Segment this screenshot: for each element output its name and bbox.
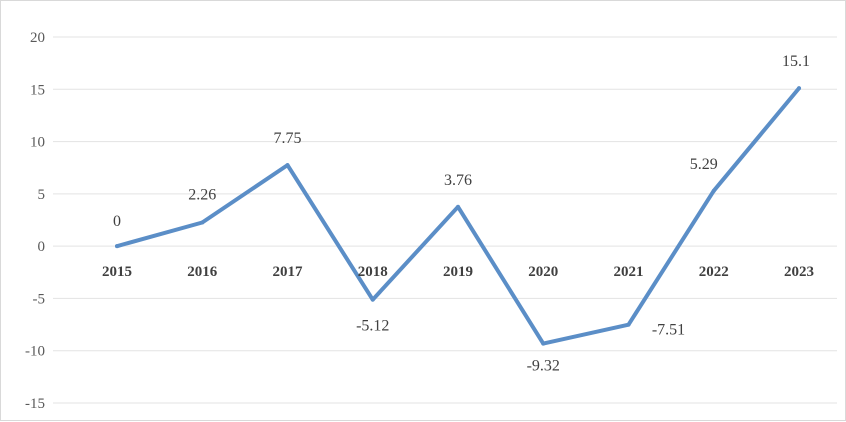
y-tick-label: 10 — [30, 135, 45, 151]
data-label: -5.12 — [356, 318, 389, 335]
x-tick-label: 2021 — [614, 264, 644, 280]
data-labels: 0 2.26 7.75 -5.12 3.76 -9.32 -7.51 5.29 15.1 — [113, 53, 810, 374]
x-tick-label: 2016 — [187, 264, 218, 280]
data-point — [797, 86, 801, 91]
x-tick-label: 2022 — [699, 264, 729, 280]
data-point — [541, 341, 546, 346]
y-axis-tick-labels: 20 15 10 5 0 -5 -10 -15 — [25, 30, 45, 412]
x-tick-label: 2020 — [528, 264, 558, 280]
data-label: 15.1 — [782, 53, 810, 70]
data-label: 3.76 — [444, 172, 472, 189]
data-point — [285, 163, 290, 168]
x-tick-label: 2017 — [273, 264, 304, 280]
series-line — [115, 86, 801, 346]
data-point — [115, 244, 119, 249]
x-tick-label: 2018 — [358, 264, 388, 280]
data-label: 5.29 — [690, 156, 718, 173]
y-tick-label: -15 — [25, 396, 45, 412]
data-point — [370, 297, 375, 302]
x-tick-label: 2015 — [102, 264, 132, 280]
y-tick-label: 15 — [30, 82, 45, 98]
data-point — [711, 188, 716, 193]
gridlines — [53, 36, 837, 404]
x-tick-label: 2019 — [443, 264, 473, 280]
y-tick-label: 0 — [38, 239, 46, 255]
y-tick-label: 20 — [30, 30, 45, 46]
y-tick-label: -10 — [25, 344, 45, 360]
y-tick-label: 5 — [38, 187, 46, 203]
data-label: 7.75 — [274, 130, 302, 147]
data-label: -9.32 — [527, 358, 560, 375]
data-label: 2.26 — [188, 187, 216, 204]
data-point — [456, 204, 460, 209]
y-tick-label: -5 — [33, 291, 46, 307]
x-axis-tick-labels: 2015 2016 2017 2018 2019 2020 2021 2022 2023 — [102, 264, 814, 280]
x-tick-label: 2023 — [784, 264, 814, 280]
data-label: 0 — [113, 213, 121, 230]
data-point — [200, 220, 205, 225]
data-point — [626, 322, 631, 327]
data-label: -7.51 — [652, 322, 685, 339]
series-line-layer — [115, 86, 801, 346]
